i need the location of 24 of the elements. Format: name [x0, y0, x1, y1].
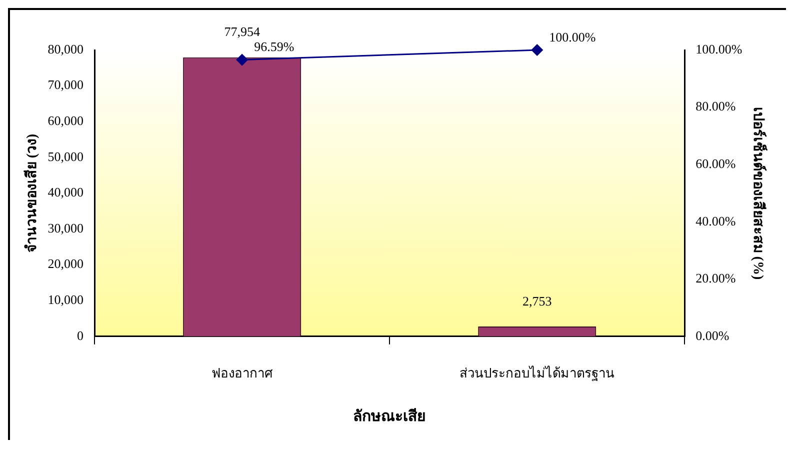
y-tick-label: 60,000	[48, 113, 84, 128]
data-label: 96.59%	[254, 39, 294, 54]
y-tick-label: 70,000	[48, 77, 84, 92]
y-tick-label: 40,000	[48, 184, 84, 200]
y2-tick-label: 20.00%	[696, 270, 736, 286]
y2-tick-label: 80.00%	[696, 98, 736, 114]
y-tick-label: 80,000	[48, 41, 84, 56]
y2-tick-label: 40.00%	[696, 213, 736, 228]
y2-axis-title: เปอร์เซ็นต์ของเสียสะสม (%)	[750, 106, 768, 280]
y-tick-label: 10,000	[48, 292, 84, 308]
y-tick-label: 20,000	[48, 256, 84, 272]
data-label: 2,753	[522, 293, 552, 308]
data-label: 100.00%	[549, 29, 596, 44]
y2-tick-label: 100.00%	[696, 41, 742, 56]
y-tick-label: 0	[77, 328, 84, 343]
y-tick-label: 30,000	[48, 220, 84, 236]
y2-tick-label: 0.00%	[696, 328, 730, 343]
x-tick-label: ส่วนประกอบไม่ได้มาตรฐาน	[460, 366, 615, 382]
x-axis-title: ลักษณะเสีย	[353, 408, 426, 425]
data-label: 77,954	[224, 24, 260, 40]
y2-tick-label: 60.00%	[696, 156, 736, 171]
x-tick-label: ฟองอากาศ	[212, 366, 274, 381]
y-axis-title: จำนวนของเสีย (วง)	[24, 133, 40, 253]
y-tick-label: 50,000	[48, 148, 84, 164]
